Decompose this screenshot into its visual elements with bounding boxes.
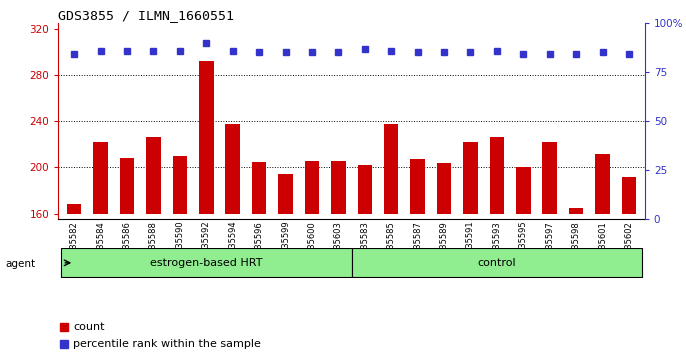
Text: agent: agent <box>5 259 36 269</box>
Bar <box>226 124 240 214</box>
Text: percentile rank within the sample: percentile rank within the sample <box>73 339 261 349</box>
Bar <box>93 142 108 214</box>
Bar <box>437 163 451 214</box>
Text: count: count <box>73 321 104 332</box>
Bar <box>490 137 504 214</box>
Bar <box>516 167 530 214</box>
Bar <box>120 158 134 214</box>
Bar <box>331 161 346 214</box>
Bar <box>173 156 187 214</box>
Bar <box>61 249 351 277</box>
Bar <box>543 142 557 214</box>
Text: estrogen-based HRT: estrogen-based HRT <box>150 258 263 268</box>
Bar <box>595 154 610 214</box>
Bar <box>146 137 161 214</box>
Bar <box>67 205 82 214</box>
Bar <box>199 61 213 214</box>
Bar <box>569 208 583 214</box>
Bar <box>463 142 477 214</box>
Bar <box>410 159 425 214</box>
Text: GDS3855 / ILMN_1660551: GDS3855 / ILMN_1660551 <box>58 9 235 22</box>
Bar <box>252 162 266 214</box>
Bar <box>279 175 293 214</box>
Bar <box>384 124 399 214</box>
Bar <box>305 161 319 214</box>
Bar <box>357 165 372 214</box>
Bar <box>351 249 642 277</box>
Text: control: control <box>477 258 516 268</box>
Bar <box>622 177 636 214</box>
